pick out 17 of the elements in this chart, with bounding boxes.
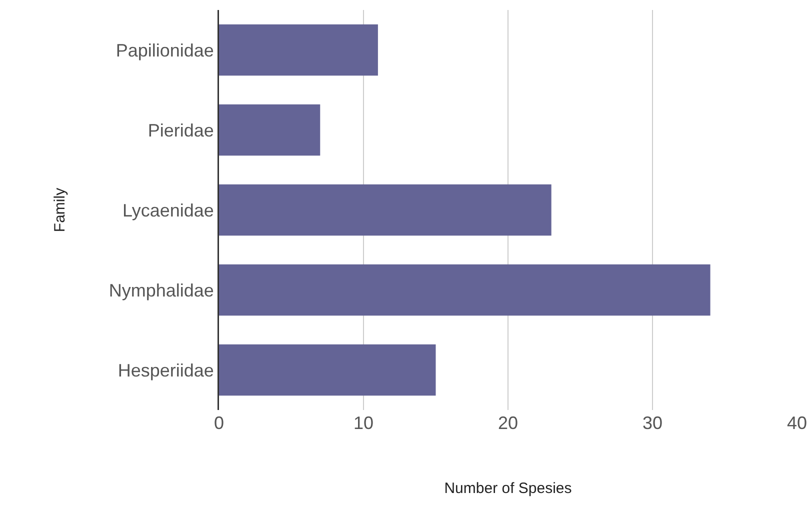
- y-tick-label: Papilionidae: [116, 40, 214, 60]
- bar: [219, 184, 552, 236]
- x-axis-title: Number of Spesies: [444, 480, 572, 497]
- x-tick-label: 10: [353, 413, 374, 433]
- x-tick-label: 0: [214, 413, 224, 433]
- bar: [219, 344, 436, 396]
- y-tick-label: Nymphalidae: [108, 280, 214, 300]
- y-tick-label: Lycaenidae: [122, 200, 214, 220]
- x-tick-label: 30: [642, 413, 663, 433]
- y-axis-title: Family: [51, 187, 68, 232]
- x-tick-label: 40: [786, 413, 808, 433]
- bar: [219, 264, 710, 316]
- bar: [219, 24, 378, 76]
- y-tick-label: Hesperiidae: [118, 360, 214, 380]
- y-tick-label: Pieridae: [148, 120, 214, 140]
- x-tick-label: 20: [498, 413, 518, 433]
- bar: [219, 104, 320, 156]
